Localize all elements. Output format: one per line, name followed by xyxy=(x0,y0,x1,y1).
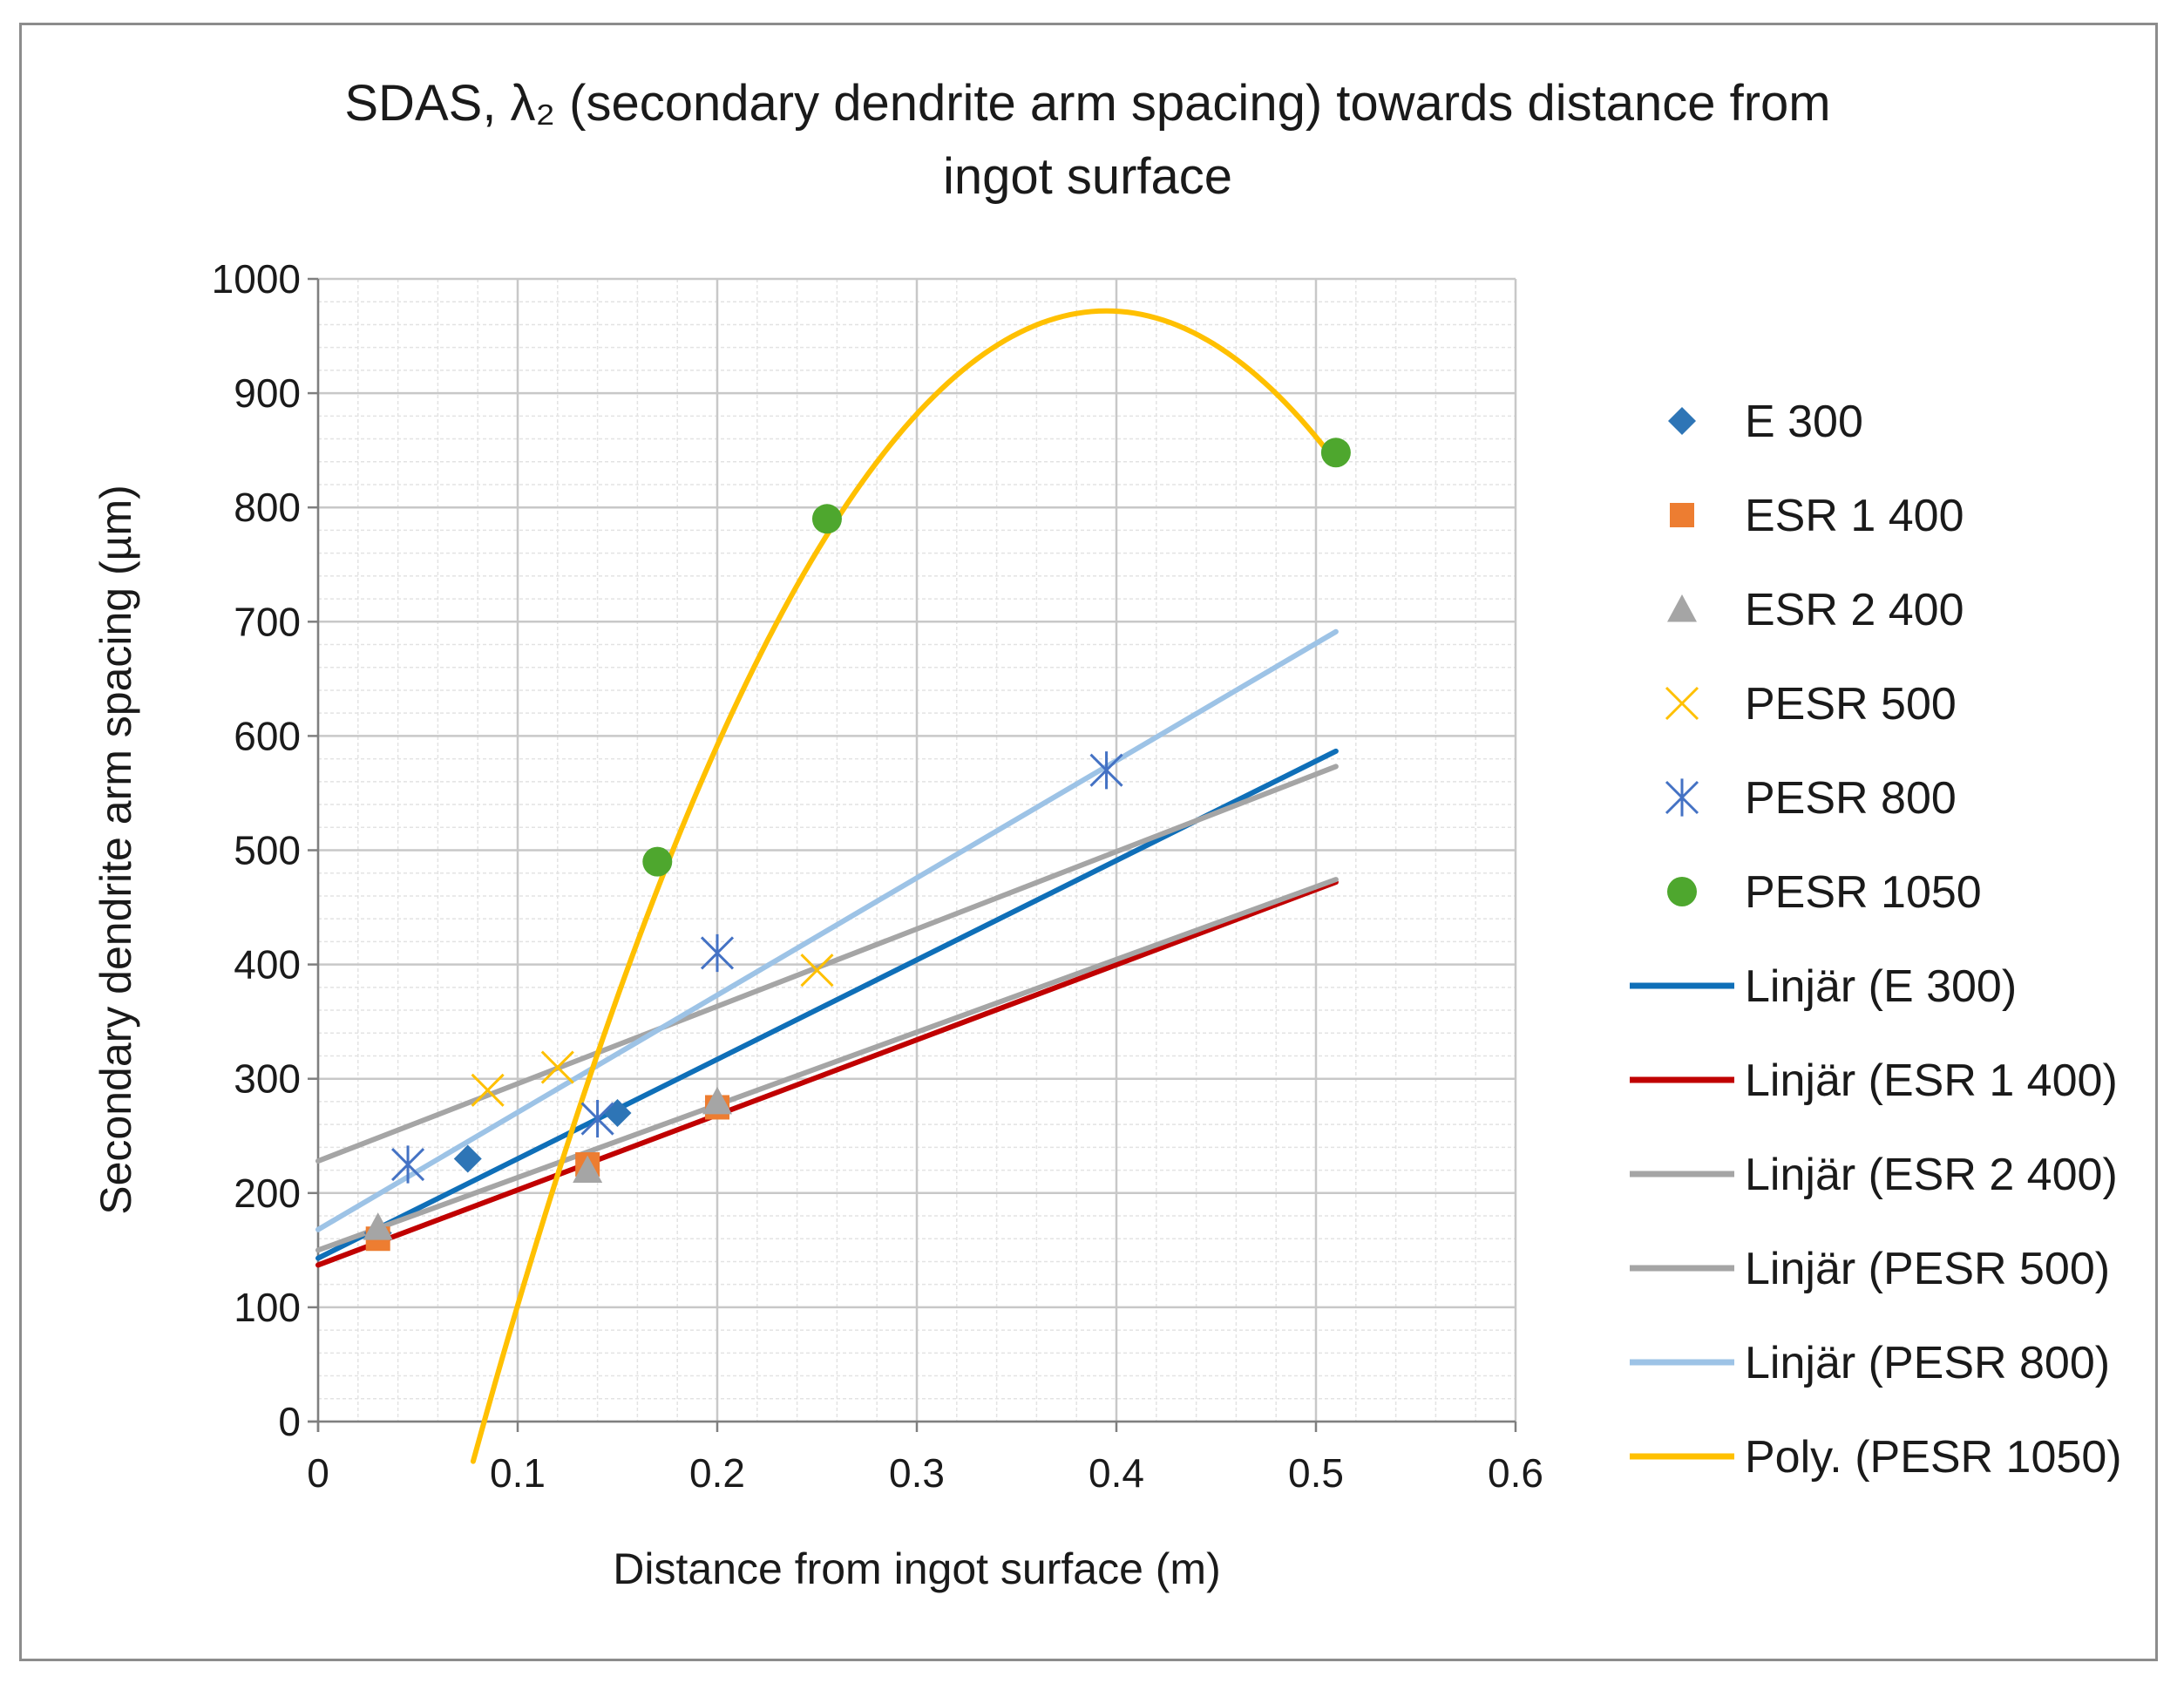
point-e-300-1 xyxy=(453,1144,482,1173)
trendline-1 xyxy=(315,879,1339,1268)
y-tick-label: 400 xyxy=(234,942,301,988)
x-axis-title: Distance from ingot surface (m) xyxy=(613,1544,1220,1593)
legend-label-7: Linjär (ESR 1 400) xyxy=(1745,1055,2118,1106)
trend-lines xyxy=(315,308,1339,1464)
legend-label-8: Linjär (ESR 2 400) xyxy=(1745,1150,2118,1200)
legend-label-3: PESR 500 xyxy=(1745,679,1957,730)
point-pesr-1050-2 xyxy=(1320,438,1351,468)
point-pesr-800-2 xyxy=(700,933,735,973)
legend-label-1: ESR 1 400 xyxy=(1745,491,1964,541)
y-tick-label: 100 xyxy=(234,1285,301,1330)
trendline-3 xyxy=(315,764,1339,1164)
y-tick-label: 1000 xyxy=(212,256,301,302)
x-tick-label: 0.1 xyxy=(490,1450,546,1496)
x-axis-ticks: 0 0.1 0.2 0.3 0.4 0.5 0.6 xyxy=(307,1422,1543,1496)
trendline-0 xyxy=(315,748,1339,1261)
y-tick-label: 0 xyxy=(278,1399,301,1444)
trendline-5 xyxy=(470,308,1339,1464)
y-tick-label: 700 xyxy=(234,599,301,644)
chart-title-line-1: SDAS, λ₂ (secondary dendrite arm spacing… xyxy=(344,75,1830,132)
legend: E 300 ESR 1 400 ESR 2 400 PESR 500 PESR 800 P… xyxy=(1630,397,2122,1483)
legend-label-9: Linjär (PESR 500) xyxy=(1745,1244,2110,1294)
legend-marker-2 xyxy=(1667,594,1697,622)
y-tick-label: 300 xyxy=(234,1056,301,1102)
x-tick-label: 0.6 xyxy=(1488,1450,1543,1496)
legend-label-10: Linjär (PESR 800) xyxy=(1745,1338,2110,1388)
y-tick-label: 600 xyxy=(234,713,301,758)
y-axis-ticks: 0 100 200 300 400 500 600 700 800 900 1000 xyxy=(212,256,318,1444)
point-esr-2-400-0 xyxy=(363,1212,393,1240)
legend-label-5: PESR 1050 xyxy=(1745,867,1982,918)
legend-marker-0 xyxy=(1668,407,1696,435)
y-tick-label: 900 xyxy=(234,370,301,416)
point-pesr-500-2 xyxy=(800,954,834,988)
point-pesr-800-0 xyxy=(390,1145,425,1184)
y-tick-label: 200 xyxy=(234,1171,301,1216)
x-tick-label: 0.4 xyxy=(1089,1450,1144,1496)
trendline-4 xyxy=(315,628,1339,1232)
x-tick-label: 0.2 xyxy=(689,1450,745,1496)
legend-label-6: Linjär (E 300) xyxy=(1745,961,2017,1012)
y-tick-label: 500 xyxy=(234,828,301,873)
point-pesr-1050-1 xyxy=(811,504,842,534)
legend-marker-5 xyxy=(1667,877,1697,906)
x-tick-label: 0 xyxy=(307,1450,329,1496)
point-pesr-800-1 xyxy=(580,1099,614,1138)
legend-marker-1 xyxy=(1670,503,1694,527)
trendline-2 xyxy=(315,877,1339,1253)
x-tick-label: 0.3 xyxy=(889,1450,945,1496)
legend-label-0: E 300 xyxy=(1745,397,1863,447)
y-axis-title: Secondary dendrite arm spacing (µm) xyxy=(92,485,140,1215)
legend-label-4: PESR 800 xyxy=(1745,773,1957,824)
data-points xyxy=(363,438,1351,1252)
legend-label-11: Poly. (PESR 1050) xyxy=(1745,1432,2122,1483)
point-pesr-1050-0 xyxy=(642,846,673,877)
point-pesr-500-0 xyxy=(471,1073,505,1107)
legend-marker-3 xyxy=(1665,686,1699,721)
point-pesr-800-3 xyxy=(1089,751,1123,790)
chart-title-line-2: ingot surface xyxy=(943,148,1232,205)
x-tick-label: 0.5 xyxy=(1288,1450,1344,1496)
y-tick-label: 800 xyxy=(234,485,301,530)
legend-marker-4 xyxy=(1665,778,1699,817)
point-pesr-500-1 xyxy=(540,1050,574,1084)
point-esr-2-400-1 xyxy=(573,1155,603,1184)
point-esr-2-400-2 xyxy=(702,1086,732,1115)
legend-label-2: ESR 2 400 xyxy=(1745,585,1964,635)
